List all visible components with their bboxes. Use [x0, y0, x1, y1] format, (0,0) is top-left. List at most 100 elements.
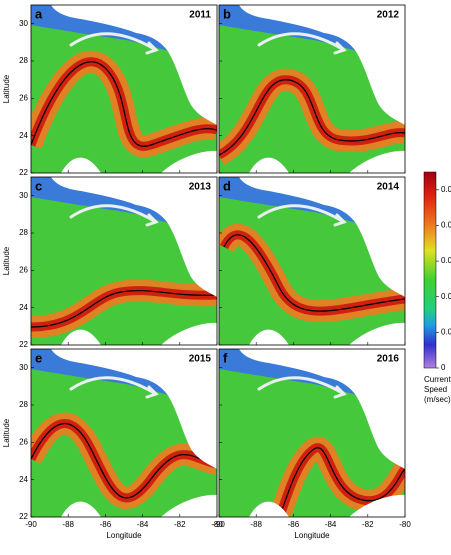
- frame: [218, 176, 406, 346]
- flow-arrow: [69, 376, 159, 399]
- x-tick-label: -86: [100, 520, 112, 529]
- flow-arrow: [69, 32, 159, 55]
- land-yucatan: [61, 157, 101, 173]
- land-cuba: [349, 494, 405, 517]
- colorbar-label: (m/sec): [424, 395, 451, 404]
- y-tick-label: 26: [19, 437, 28, 446]
- frame: [30, 348, 218, 518]
- x-tick-label: -82: [174, 520, 186, 529]
- flow-arrow: [257, 376, 347, 399]
- y-tick-label: 22: [19, 168, 28, 177]
- panel-letter: c: [35, 178, 42, 193]
- frame: [218, 348, 406, 518]
- colorbar-tick-label: 0: [441, 363, 446, 372]
- x-axis-label: Longitude: [294, 531, 330, 540]
- x-tick-label: -90: [25, 520, 37, 529]
- x-tick-label: -86: [288, 520, 300, 529]
- panel-year: 2011: [189, 10, 211, 21]
- map-field: [219, 349, 405, 517]
- flow-arrow: [69, 204, 159, 227]
- x-tick-label: -90: [213, 520, 225, 529]
- x-tick-label: -84: [325, 520, 337, 529]
- y-axis-label: Latitude: [2, 418, 11, 447]
- colorbar-label: Speed: [424, 385, 447, 394]
- land-cuba: [349, 322, 405, 345]
- colorbar-tick-label: 0.001: [441, 327, 451, 336]
- panel-letter: d: [223, 178, 231, 193]
- map-panel: c 2013 22 24 26 28 30 Latitude: [2, 176, 218, 349]
- colorbar-tick-label: 0.005: [441, 185, 451, 194]
- map-panel: e 2015 22 24 26 28 30 -90 -88 -86 -84 -82 -80 Latitud…: [2, 348, 223, 540]
- panel-year: 2016: [377, 354, 400, 365]
- land-cuba: [161, 150, 217, 173]
- map-panel: d 2014: [218, 176, 406, 346]
- x-tick-label: -80: [399, 520, 411, 529]
- x-tick-label: -88: [62, 520, 74, 529]
- land-cuba: [349, 150, 405, 173]
- y-tick-label: 30: [19, 191, 28, 200]
- land-yucatan: [61, 501, 101, 517]
- frame: [30, 176, 218, 346]
- land: [239, 5, 405, 125]
- y-tick-label: 26: [19, 265, 28, 274]
- colorbar-tick-label: 0.004: [441, 221, 451, 230]
- land-yucatan: [249, 157, 289, 173]
- y-tick-label: 28: [19, 228, 28, 237]
- y-tick-label: 26: [19, 93, 28, 102]
- panel-letter: b: [223, 6, 231, 21]
- y-axis-label: Latitude: [2, 246, 11, 275]
- current-line: [31, 289, 217, 328]
- land-yucatan: [249, 501, 289, 517]
- colorbar-label: Current: [424, 375, 451, 384]
- panel-letter: a: [35, 6, 43, 21]
- map-field: [31, 349, 217, 517]
- map-field: [219, 177, 405, 345]
- y-tick-label: 30: [19, 363, 28, 372]
- panel-year: 2014: [377, 182, 400, 193]
- y-tick-label: 30: [19, 19, 28, 28]
- current-line: [31, 61, 217, 147]
- map-field: [31, 5, 217, 173]
- land: [239, 349, 405, 469]
- colorbar-tick-label: 0.002: [441, 292, 451, 301]
- x-axis-label: Longitude: [106, 531, 142, 540]
- y-axis-label: Latitude: [2, 74, 11, 103]
- current-line: [279, 447, 405, 517]
- frame: [30, 4, 218, 174]
- x-tick-label: -84: [137, 520, 149, 529]
- map-panel: b 2012: [218, 4, 406, 174]
- y-tick-label: 24: [19, 303, 28, 312]
- map-field: [31, 177, 217, 345]
- land-yucatan: [249, 329, 289, 345]
- current-line: [31, 422, 217, 499]
- panel-year: 2015: [189, 354, 212, 365]
- y-tick-label: 22: [19, 340, 28, 349]
- panel-year: 2012: [377, 10, 400, 21]
- flow-arrow: [257, 32, 347, 55]
- land: [239, 177, 405, 297]
- land-cuba: [161, 322, 217, 345]
- colorbar-tick-label: 0.003: [441, 256, 451, 265]
- map-panel: f 2016 -90 -88 -86 -84 -82 -80 Longitude: [213, 348, 411, 540]
- map-panel: a 2011 22 24 26 28 30 Latitude: [2, 4, 218, 177]
- y-tick-label: 24: [19, 475, 28, 484]
- land: [51, 349, 217, 469]
- x-tick-label: -80: [211, 520, 223, 529]
- map-field: [219, 5, 405, 173]
- land: [51, 177, 217, 297]
- land: [51, 5, 217, 125]
- y-tick-label: 22: [19, 512, 28, 521]
- land-yucatan: [61, 329, 101, 345]
- panel-letter: e: [35, 350, 42, 365]
- y-tick-label: 28: [19, 56, 28, 65]
- panel-year: 2013: [189, 182, 212, 193]
- colorbar: [423, 171, 437, 369]
- x-tick-label: -88: [250, 520, 262, 529]
- y-tick-label: 24: [19, 131, 28, 140]
- current-line: [219, 79, 405, 156]
- y-tick-label: 28: [19, 400, 28, 409]
- current-line: [223, 234, 405, 312]
- frame: [218, 4, 406, 174]
- flow-arrow: [257, 204, 347, 227]
